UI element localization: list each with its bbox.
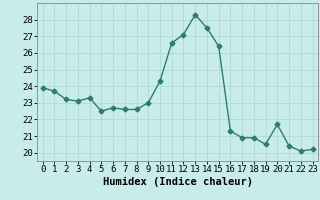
X-axis label: Humidex (Indice chaleur): Humidex (Indice chaleur) bbox=[103, 177, 252, 187]
